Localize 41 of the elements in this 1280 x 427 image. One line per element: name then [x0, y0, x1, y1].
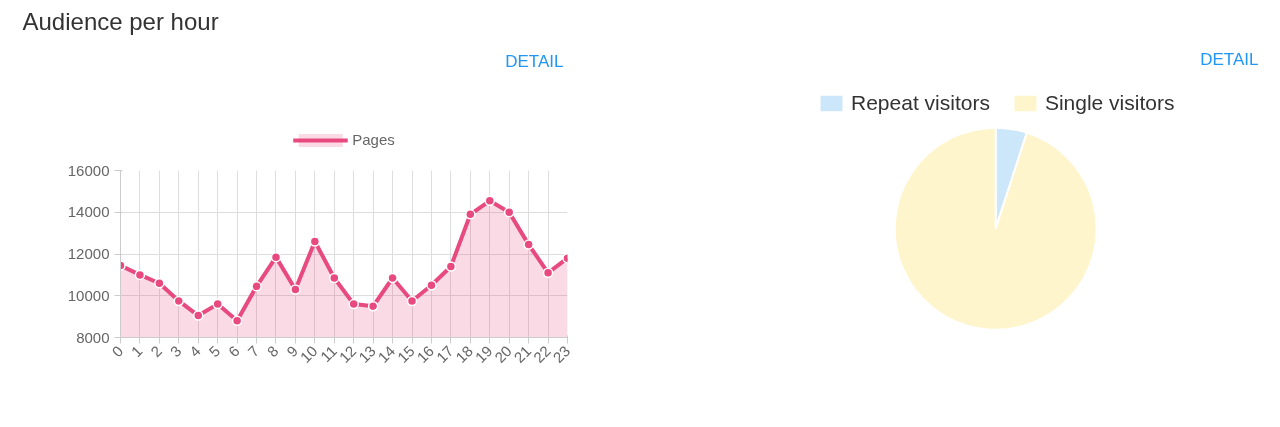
point — [212, 298, 223, 310]
legend-label: Pages — [352, 131, 395, 148]
point — [484, 195, 496, 207]
x-tick-label: 1 — [127, 342, 146, 361]
point — [523, 239, 534, 250]
point — [192, 310, 204, 321]
text: DETAIL — [1200, 49, 1259, 69]
point — [406, 295, 418, 307]
point — [387, 272, 398, 284]
x-tick-label: 8 — [263, 342, 282, 361]
point — [542, 267, 554, 279]
legend-label: Repeat visitors — [851, 91, 990, 115]
point — [231, 315, 243, 327]
point — [270, 251, 282, 263]
x-tick-label: 5 — [205, 342, 224, 361]
y-tick-label: 12000 — [67, 245, 110, 262]
point — [173, 295, 185, 307]
text: DETAIL — [505, 51, 564, 71]
point — [251, 281, 262, 292]
y-tick-label: 8000 — [76, 328, 110, 346]
chart-title: Audience per hour — [22, 7, 219, 35]
y-tick-label: 10000 — [67, 286, 110, 304]
x-tick-label: 4 — [185, 342, 204, 361]
x-tick-label: 2 — [147, 342, 166, 361]
point — [290, 284, 301, 295]
point — [134, 269, 146, 281]
point — [329, 272, 340, 284]
x-tick-label: 7 — [244, 342, 263, 361]
point — [367, 300, 379, 312]
point — [445, 261, 457, 272]
y-tick-label: 16000 — [67, 161, 110, 179]
point — [154, 277, 165, 289]
x-tick-label: 6 — [224, 342, 243, 361]
x-tick-label: 0 — [108, 342, 127, 361]
legend-label: Single visitors — [1044, 91, 1175, 115]
x-tick-label: 14 — [374, 342, 399, 366]
y-tick-label: 14000 — [67, 203, 110, 221]
point — [426, 280, 437, 291]
x-tick-label: 3 — [166, 342, 185, 361]
point — [465, 209, 476, 220]
point — [503, 207, 515, 218]
